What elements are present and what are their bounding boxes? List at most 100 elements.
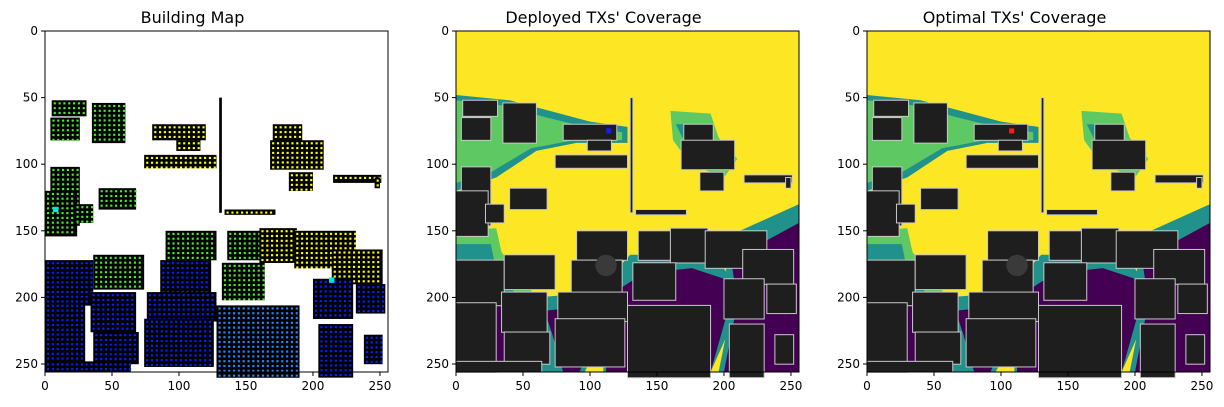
- tx-dot: [51, 281, 54, 284]
- tx-dot: [189, 166, 192, 169]
- tx-dot: [289, 131, 292, 134]
- tx-dot: [280, 239, 283, 242]
- tx-dot: [124, 348, 127, 351]
- tx-dot: [103, 104, 106, 108]
- tx-dot: [380, 351, 383, 354]
- tx-dot: [186, 281, 189, 284]
- y-tick-label: 200: [837, 290, 860, 304]
- building-footprint: [374, 177, 380, 189]
- tx-dot: [100, 194, 103, 198]
- tx-dot: [253, 251, 256, 255]
- tx-dot: [362, 286, 365, 289]
- tx-dot: [205, 290, 208, 294]
- tx-dot: [325, 261, 328, 264]
- tx-dot: [334, 299, 337, 303]
- tx-dot: [160, 335, 163, 338]
- tx-dot: [343, 256, 346, 259]
- tx-dot: [146, 344, 149, 347]
- tx-dot: [280, 254, 283, 257]
- tx-dot: [61, 328, 64, 331]
- tx-dot: [315, 166, 318, 169]
- tx-dot: [232, 364, 236, 368]
- tx-dot: [339, 359, 342, 362]
- tx-dot: [362, 295, 365, 298]
- tx-dot: [182, 313, 185, 316]
- building-footprint: [272, 124, 303, 143]
- tx-dot: [248, 256, 251, 259]
- tx-dot: [276, 326, 279, 329]
- tx-dot: [325, 266, 328, 269]
- tx-dot: [181, 290, 184, 294]
- tx-dot: [310, 261, 313, 264]
- tx-dot: [133, 271, 136, 274]
- tx-dot: [365, 346, 369, 349]
- tx-dot: [334, 309, 337, 312]
- tx-dot: [80, 271, 83, 274]
- tx-dot: [276, 374, 279, 377]
- tx-dot: [238, 242, 242, 245]
- tx-dot: [118, 109, 121, 112]
- tx-dot: [85, 286, 88, 289]
- tx-dot: [77, 102, 80, 105]
- tx-dot: [272, 166, 275, 169]
- tx-dot: [80, 352, 83, 355]
- tx-dot: [85, 363, 88, 366]
- tx-dot: [329, 314, 332, 317]
- tx-dot: [160, 156, 163, 160]
- tx-dot: [286, 142, 289, 145]
- tx-dot: [109, 348, 112, 351]
- tx-dot: [271, 316, 274, 320]
- tx-dot: [229, 237, 232, 240]
- tx-dot: [252, 321, 255, 324]
- tx-dot: [377, 280, 380, 283]
- tx-dot: [280, 258, 283, 262]
- building-footprint: [632, 262, 677, 301]
- tx-dot: [107, 298, 110, 302]
- tx-dot: [228, 264, 231, 267]
- tx-dot: [272, 142, 275, 145]
- tx-dot: [381, 305, 385, 308]
- tx-dot: [310, 156, 313, 159]
- tx-dot: [100, 368, 103, 371]
- tx-dot: [296, 251, 299, 255]
- tx-dot: [247, 307, 250, 310]
- tx-dot: [232, 360, 236, 363]
- tx-dot: [155, 349, 158, 352]
- tx-dot: [126, 322, 129, 325]
- tx-dot: [325, 350, 328, 353]
- tx-dot: [47, 271, 50, 274]
- tx-dot: [255, 211, 258, 214]
- tx-dot: [92, 294, 95, 297]
- tx-dot: [381, 310, 385, 313]
- tx-dot: [276, 312, 279, 315]
- tx-dot: [63, 102, 66, 105]
- tx-dot: [295, 316, 298, 320]
- tx-dot: [75, 271, 79, 274]
- tx-dot: [274, 135, 277, 138]
- tx-dot: [247, 316, 250, 320]
- tx-dot: [243, 279, 246, 282]
- tx-dot: [247, 283, 251, 287]
- y-tick-label: 150: [15, 224, 38, 238]
- tx-dot: [57, 183, 60, 186]
- tx-dot: [75, 281, 79, 284]
- tx-dot: [187, 308, 190, 311]
- tx-dot: [116, 298, 119, 302]
- tx-dot: [197, 142, 200, 145]
- tx-dot: [247, 293, 251, 296]
- tx-dot: [172, 303, 176, 306]
- tx-dot: [228, 326, 231, 329]
- tx-dot: [71, 363, 74, 366]
- tx-dot: [199, 320, 202, 323]
- tx-dot: [114, 266, 117, 269]
- x-tick-label: 150: [235, 379, 258, 393]
- tx-dot: [208, 359, 212, 362]
- tx-dot: [167, 271, 170, 274]
- tx-dot: [370, 351, 373, 354]
- tx-dot: [261, 312, 265, 315]
- tx-dot: [305, 142, 309, 145]
- building-footprint: [455, 302, 497, 373]
- tx-dot: [281, 161, 284, 164]
- tx-dot: [85, 368, 88, 371]
- x-tick-label: 0: [452, 379, 460, 393]
